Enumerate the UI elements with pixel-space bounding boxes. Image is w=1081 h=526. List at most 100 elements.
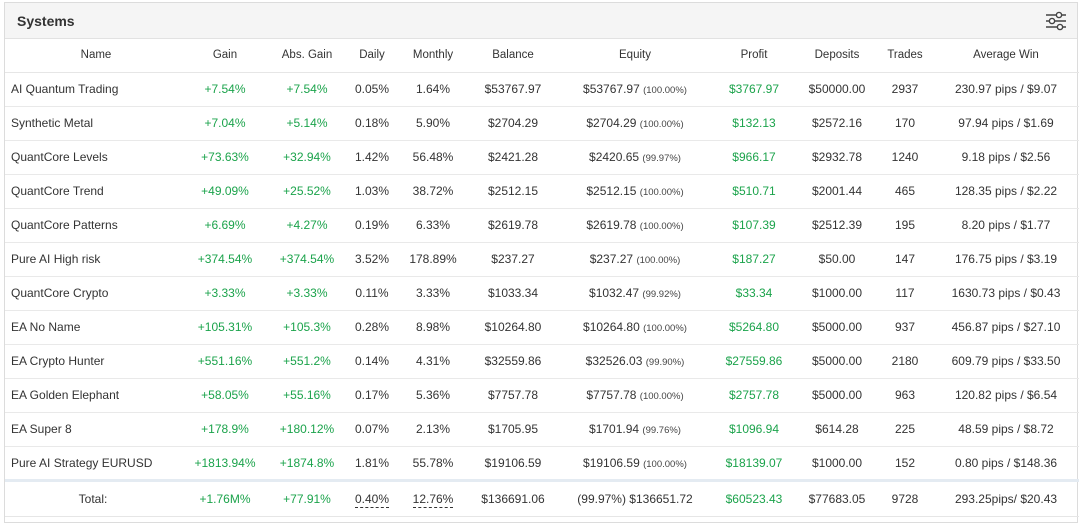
deposits-cell: $50000.00 [797,72,877,107]
system-name[interactable]: QuantCore Crypto [5,276,181,311]
gain-cell: +6.69% [181,208,269,243]
system-name[interactable]: EA Super 8 [5,412,181,447]
table-row[interactable]: AI Quantum Trading +7.54% +7.54% 0.05% 1.64%… [5,72,1079,107]
table-row[interactable]: EA No Name +105.31% +105.3% 0.28% 8.98% $1026… [5,310,1079,345]
equity-value: $19106.59 [583,455,640,470]
system-name[interactable]: QuantCore Trend [5,174,181,209]
abs-gain-cell: +3.33% [269,276,345,311]
column-header-deposits[interactable]: Deposits [797,39,877,73]
table-row[interactable]: EA Crypto Hunter +551.16% +551.2% 0.14% 4.31… [5,344,1079,379]
average-win-cell: 176.75 pips / $3.19 [933,242,1079,277]
total-monthly-value[interactable]: 12.76% [412,491,454,508]
equity-cell: $2704.29 (100.00%) [559,106,711,141]
monthly-cell: 55.78% [399,446,467,481]
gain-cell: +105.31% [181,310,269,345]
average-win-cell: 97.94 pips / $1.69 [933,106,1079,141]
equity-percent: (99.90%) [645,357,685,368]
equity-percent: (100.00%) [639,119,684,130]
sliders-icon [1046,11,1066,30]
balance-cell: $53767.97 [467,72,559,107]
monthly-cell: 4.31% [399,344,467,379]
equity-percent: (100.00%) [643,323,687,334]
equity-value: $1032.47 [589,286,640,300]
system-name[interactable]: Pure AI Strategy EURUSD [5,446,181,481]
column-header-abs-gain[interactable]: Abs. Gain [269,39,345,73]
system-name[interactable]: QuantCore Patterns [5,208,181,243]
balance-cell: $32559.86 [467,344,559,379]
trades-cell: 2937 [877,72,933,107]
equity-value: $237.27 [589,252,634,266]
table-row[interactable]: QuantCore Patterns +6.69% +4.27% 0.19% 6.33%… [5,208,1079,243]
equity-percent: (100.00%) [643,458,687,470]
profit-cell: $27559.86 [711,344,797,379]
deposits-cell: $614.28 [797,412,877,447]
table-row[interactable]: QuantCore Crypto +3.33% +3.33% 0.11% 3.33% $1… [5,276,1079,311]
column-header-profit[interactable]: Profit [711,39,797,73]
table-row[interactable]: Pure AI Strategy EURUSD +1813.94% +1874.8%… [5,446,1079,481]
profit-cell: $5264.80 [711,310,797,345]
equity-percent: (100.00%) [639,391,684,402]
column-header-average-win[interactable]: Average Win [933,39,1079,73]
trades-cell: 152 [877,446,933,481]
average-win-cell: 609.79 pips / $33.50 [933,344,1079,379]
monthly-cell: 2.13% [399,412,467,447]
equity-percent: (100.00%) [639,221,684,232]
deposits-cell: $50.00 [797,242,877,277]
trades-cell: 147 [877,242,933,277]
gain-cell: +7.04% [181,106,269,141]
column-header-gain[interactable]: Gain [181,39,269,73]
table-row[interactable]: QuantCore Trend +49.09% +25.52% 1.03% 38.72%… [5,174,1079,209]
deposits-cell: $5000.00 [797,310,877,345]
equity-cell: $237.27 (100.00%) [559,242,711,277]
profit-cell: $132.13 [711,106,797,141]
column-header-balance[interactable]: Balance [467,39,559,73]
system-name[interactable]: EA Crypto Hunter [5,344,181,379]
system-name[interactable]: QuantCore Levels [5,140,181,175]
profit-cell: $966.17 [711,140,797,175]
table-row[interactable]: EA Golden Elephant +58.05% +55.16% 0.17% 5.3… [5,378,1079,413]
equity-cell: $2619.78 (100.00%) [559,208,711,243]
equity-cell: $2420.65 (99.97%) [559,140,711,175]
trades-cell: 225 [877,412,933,447]
system-name[interactable]: EA Golden Elephant [5,378,181,413]
systems-table: Name Gain Abs. Gain Daily Monthly Balance Equi… [5,39,1079,517]
column-header-daily[interactable]: Daily [345,39,399,73]
total-abs-gain: +77.91% [269,478,345,517]
gain-cell: +7.54% [181,72,269,107]
profit-cell: $2757.78 [711,378,797,413]
table-row[interactable]: Synthetic Metal +7.04% +5.14% 0.18% 5.90% $27… [5,106,1079,141]
equity-cell: $32526.03 (99.90%) [559,344,711,379]
total-daily-value[interactable]: 0.40% [354,491,390,508]
systems-panel: Systems Name Gain Abs. Gain Daily Monthly Bal… [4,2,1079,523]
equity-value: $7757.78 [586,388,637,402]
total-label: Total: [5,478,181,517]
column-header-equity[interactable]: Equity [559,39,711,73]
equity-percent: (100.00%) [636,255,681,266]
table-row[interactable]: QuantCore Levels +73.63% +32.94% 1.42% 56.48… [5,140,1079,175]
equity-value: $2512.15 [586,184,637,198]
equity-value: $2704.29 [586,116,637,130]
system-name[interactable]: EA No Name [5,310,181,345]
settings-button[interactable] [1043,8,1069,34]
column-header-trades[interactable]: Trades [877,39,933,73]
total-row: Total: +1.76M% +77.91% 0.40% 12.76% $136691.0… [5,478,1079,517]
system-name[interactable]: Pure AI High risk [5,242,181,277]
trades-cell: 937 [877,310,933,345]
panel-header: Systems [5,3,1077,39]
system-name[interactable]: AI Quantum Trading [5,72,181,107]
trades-cell: 465 [877,174,933,209]
abs-gain-cell: +105.3% [269,310,345,345]
column-header-monthly[interactable]: Monthly [399,39,467,73]
gain-cell: +49.09% [181,174,269,209]
trades-cell: 117 [877,276,933,311]
column-header-name[interactable]: Name [5,39,181,73]
table-row[interactable]: Pure AI High risk +374.54% +374.54% 3.52% 17… [5,242,1079,277]
abs-gain-cell: +180.12% [269,412,345,447]
equity-cell: $1701.94 (99.76%) [559,412,711,447]
table-row[interactable]: EA Super 8 +178.9% +180.12% 0.07% 2.13% $1705… [5,412,1079,447]
daily-cell: 0.18% [345,106,399,141]
balance-cell: $237.27 [467,242,559,277]
equity-percent: (100.00%) [643,85,687,96]
system-name[interactable]: Synthetic Metal [5,106,181,141]
abs-gain-cell: +4.27% [269,208,345,243]
